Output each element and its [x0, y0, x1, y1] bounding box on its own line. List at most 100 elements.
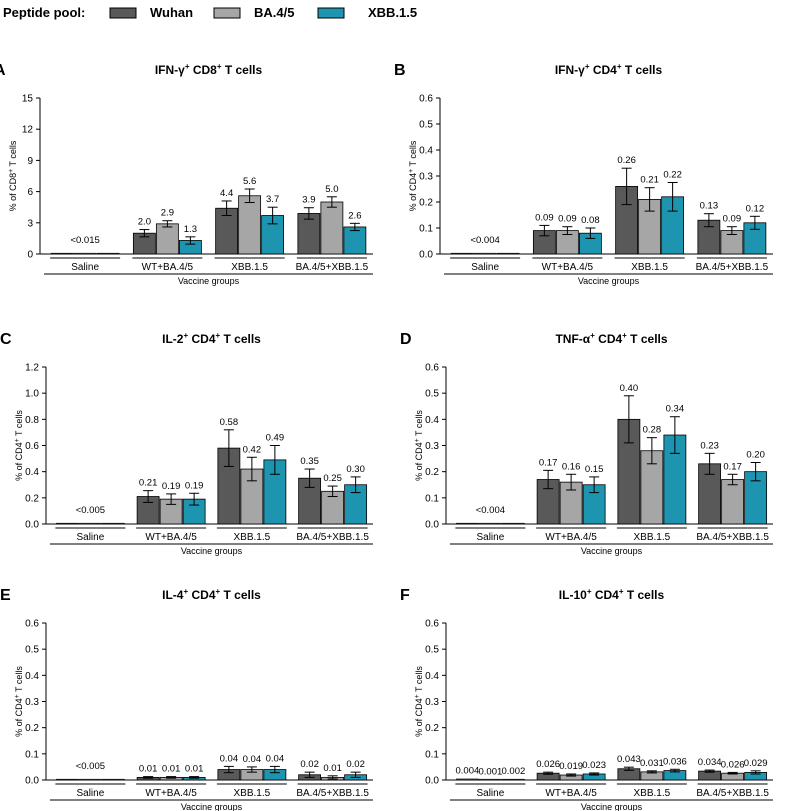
y-tick-label: 0.2: [25, 723, 39, 734]
y-tick-label: 12: [22, 125, 34, 136]
y-tick-label: 0.2: [425, 467, 439, 478]
bar-wuhan: [456, 522, 479, 525]
title-part: T cells: [220, 332, 261, 346]
legend: Peptide pool: Wuhan BA.4/5 XBB.1.5: [3, 5, 417, 20]
legend-label: XBB.1.5: [368, 5, 417, 20]
x-tick-label: Saline: [76, 532, 104, 543]
legend-swatch-xbb-1-5: [317, 7, 345, 19]
x-tick-label: WT+BA.4/5: [545, 788, 597, 799]
data-label: 0.19: [185, 480, 204, 491]
x-tick-label: WT+BA.4/5: [542, 262, 594, 273]
data-label: 0.026: [536, 759, 560, 770]
y-tick-label: 0.5: [419, 120, 433, 131]
title-sup: +: [622, 331, 627, 340]
data-label: 0.001: [478, 766, 502, 777]
y-tick-label: 0.6: [25, 441, 39, 452]
bar-xbb-1-5: [102, 522, 125, 525]
x-tick-label: XBB.1.5: [634, 532, 671, 543]
y-tick-label: 0.4: [419, 146, 433, 157]
ylabel-sup: +: [8, 169, 15, 173]
y-tick-label: 0.4: [25, 671, 39, 682]
y-tick-label: 0.6: [425, 619, 439, 630]
x-tick-label: Saline: [476, 532, 504, 543]
bar-wuhan: [456, 778, 479, 781]
title-part: TNF-α: [555, 332, 590, 346]
title-sup: +: [216, 587, 221, 596]
data-label: <0.005: [76, 761, 105, 772]
data-label: 0.58: [220, 417, 239, 428]
x-tick-label: BA.4/5+XBB.1.5: [296, 532, 369, 543]
data-label: 0.019: [559, 761, 583, 772]
data-label: 4.4: [220, 188, 233, 199]
data-label: 0.08: [581, 215, 600, 226]
title-sup: +: [590, 331, 595, 340]
data-label: 0.043: [617, 754, 641, 765]
title-part: CD4: [591, 588, 619, 602]
x-tick-label: Saline: [471, 262, 499, 273]
x-tick-label: WT+BA.4/5: [145, 532, 197, 543]
y-axis-label: % of CD4+ T cells: [414, 410, 424, 481]
bar-wuhan: [56, 778, 79, 781]
x-axis-label: Vaccine groups: [581, 802, 643, 811]
y-tick-label: 0.3: [419, 172, 433, 183]
title-part: T cells: [624, 588, 665, 602]
x-axis-label: Vaccine groups: [581, 546, 643, 556]
y-axis-label: % of CD4+ T cells: [414, 666, 424, 737]
data-label: 0.35: [300, 456, 319, 467]
title-part: CD4: [595, 332, 623, 346]
data-label: 0.031: [640, 758, 664, 769]
ylabel-sup: +: [14, 694, 21, 698]
chart-title: IL-4+ CD4+ T cells: [162, 587, 261, 602]
y-tick-label: 0.3: [425, 697, 439, 708]
title-sup: +: [585, 62, 590, 71]
y-tick-label: 0.6: [419, 94, 433, 105]
legend-swatch-wuhan: [109, 7, 137, 19]
x-tick-label: XBB.1.5: [631, 262, 668, 273]
data-label: 0.17: [539, 457, 558, 468]
y-axis-label: % of CD4+ T cells: [408, 140, 418, 211]
title-part: IL-4: [162, 588, 184, 602]
data-label: 0.01: [323, 763, 342, 774]
panel-label: B: [394, 62, 406, 79]
data-label: 0.029: [744, 758, 768, 769]
x-tick-label: BA.4/5+XBB.1.5: [296, 788, 369, 799]
y-tick-label: 0.1: [425, 749, 439, 760]
x-tick-label: Saline: [76, 788, 104, 799]
y-tick-label: 0.2: [25, 493, 39, 504]
data-label: 0.01: [185, 764, 204, 775]
ylabel-part: T cells: [8, 140, 18, 169]
title-sup: +: [587, 587, 592, 596]
bar-ba-4-5: [473, 252, 497, 255]
data-label: 0.28: [643, 425, 662, 436]
y-tick-label: 0: [27, 250, 33, 261]
y-tick-label: 0.1: [25, 749, 39, 760]
data-label: 0.21: [139, 478, 158, 489]
title-part: IFN-γ: [555, 63, 585, 77]
y-tick-label: 0.4: [25, 467, 39, 478]
y-tick-label: 0.5: [25, 645, 39, 656]
x-axis-label: Vaccine groups: [578, 276, 640, 286]
legend-swatch-ba-4-5: [213, 7, 241, 19]
title-sup: +: [619, 587, 624, 596]
x-axis-label: Vaccine groups: [181, 546, 243, 556]
bar-ba-4-5: [73, 252, 97, 255]
x-tick-label: WT+BA.4/5: [145, 788, 197, 799]
data-label: 0.004: [455, 766, 479, 777]
chart-panel-b: B IFN-γ+ CD4+ T cells% of CD4+ T cells0.0…: [394, 62, 773, 286]
ylabel-part: T cells: [14, 410, 24, 439]
title-sup: +: [185, 62, 190, 71]
y-tick-label: 0.6: [25, 619, 39, 630]
y-tick-label: 0.0: [425, 776, 439, 787]
data-label: 2.9: [161, 208, 174, 219]
data-label: 0.04: [243, 754, 262, 765]
chart-panel-c: C IL-2+ CD4+ T cells% of CD4+ T cells0.00…: [0, 331, 373, 556]
bar-xbb-1-5: [102, 778, 125, 781]
title-sup: +: [617, 62, 622, 71]
data-label: 0.02: [346, 759, 365, 770]
data-label: 0.09: [558, 214, 577, 225]
y-tick-label: 0.0: [25, 776, 39, 787]
ylabel-part: T cells: [14, 666, 24, 695]
title-part: CD4: [188, 332, 216, 346]
y-tick-label: 0.0: [419, 250, 433, 261]
